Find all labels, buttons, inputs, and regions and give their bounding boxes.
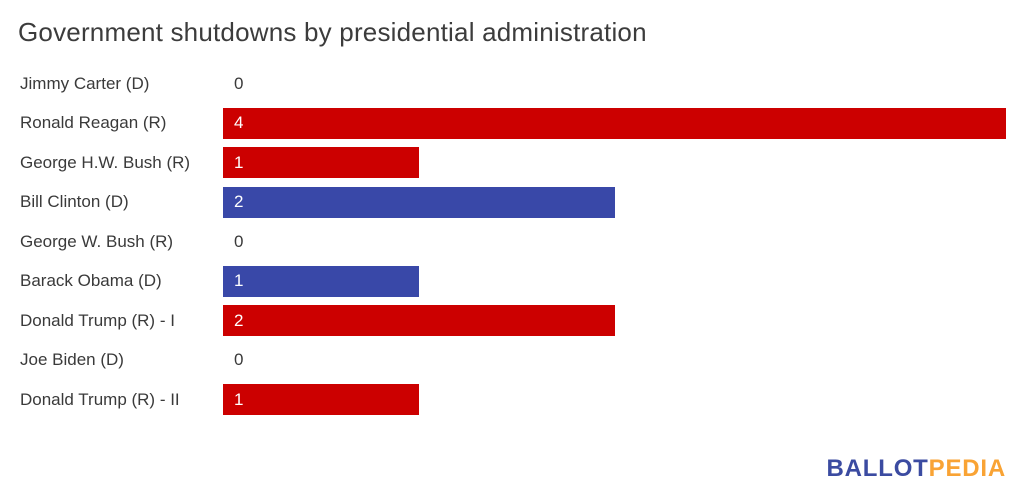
bar-area: 2 <box>223 186 1024 218</box>
logo-pedia-text: PEDIA <box>928 455 1006 482</box>
chart-title: Government shutdowns by presidential adm… <box>18 17 647 47</box>
chart-row: Donald Trump (R) - II 1 <box>0 380 1024 420</box>
bar-value-label: 2 <box>234 310 244 330</box>
logo-ballot-text: BALLOT <box>826 455 929 482</box>
row-label: Joe Biden (D) <box>20 350 124 370</box>
chart-row: Jimmy Carter (D) 0 <box>0 64 1024 104</box>
bar-value-label: 2 <box>234 192 244 212</box>
row-label: Jimmy Carter (D) <box>20 73 150 93</box>
chart-row: Bill Clinton (D) 2 <box>0 183 1024 223</box>
bar: 2 <box>223 186 615 218</box>
bar-area: 0 <box>223 345 1024 376</box>
bar-value-label: 4 <box>234 113 244 133</box>
bar-area: 2 <box>223 305 1024 337</box>
chart-rows: Jimmy Carter (D) 0 Ronald Reagan (R) 4 Georg… <box>0 64 1024 420</box>
zero-value-label: 0 <box>234 231 244 251</box>
chart-row: Donald Trump (R) - I 2 <box>0 301 1024 341</box>
bar-area: 1 <box>223 384 1024 416</box>
chart-row: Ronald Reagan (R) 4 <box>0 104 1024 144</box>
ballotpedia-logo: BALLOTPEDIA <box>827 455 1006 483</box>
bar-value-label: 1 <box>234 271 244 291</box>
bar-area: 1 <box>223 147 1024 179</box>
row-label: Donald Trump (R) - II <box>20 389 180 409</box>
chart-row: Barack Obama (D) 1 <box>0 262 1024 302</box>
bar-value-label: 1 <box>234 389 244 409</box>
bar: 1 <box>223 265 419 297</box>
bar-area: 0 <box>223 68 1024 99</box>
bar: 1 <box>223 147 419 179</box>
bar: 4 <box>223 107 1006 139</box>
bar-area: 0 <box>223 226 1024 257</box>
chart-row: George H.W. Bush (R) 1 <box>0 143 1024 183</box>
row-label: Barack Obama (D) <box>20 271 162 291</box>
row-label: George W. Bush (R) <box>20 231 174 251</box>
chart-row: Joe Biden (D) 0 <box>0 341 1024 381</box>
bar-area: 1 <box>223 265 1024 297</box>
row-label: George H.W. Bush (R) <box>20 152 191 172</box>
zero-value-label: 0 <box>234 350 244 370</box>
bar: 1 <box>223 384 419 416</box>
row-label: Bill Clinton (D) <box>20 192 129 212</box>
row-label: Ronald Reagan (R) <box>20 113 167 133</box>
row-label: Donald Trump (R) - I <box>20 310 175 330</box>
bar: 2 <box>223 305 615 337</box>
chart-row: George W. Bush (R) 0 <box>0 222 1024 262</box>
zero-value-label: 0 <box>234 73 244 93</box>
bar-area: 4 <box>223 107 1024 139</box>
bar-value-label: 1 <box>234 152 244 172</box>
